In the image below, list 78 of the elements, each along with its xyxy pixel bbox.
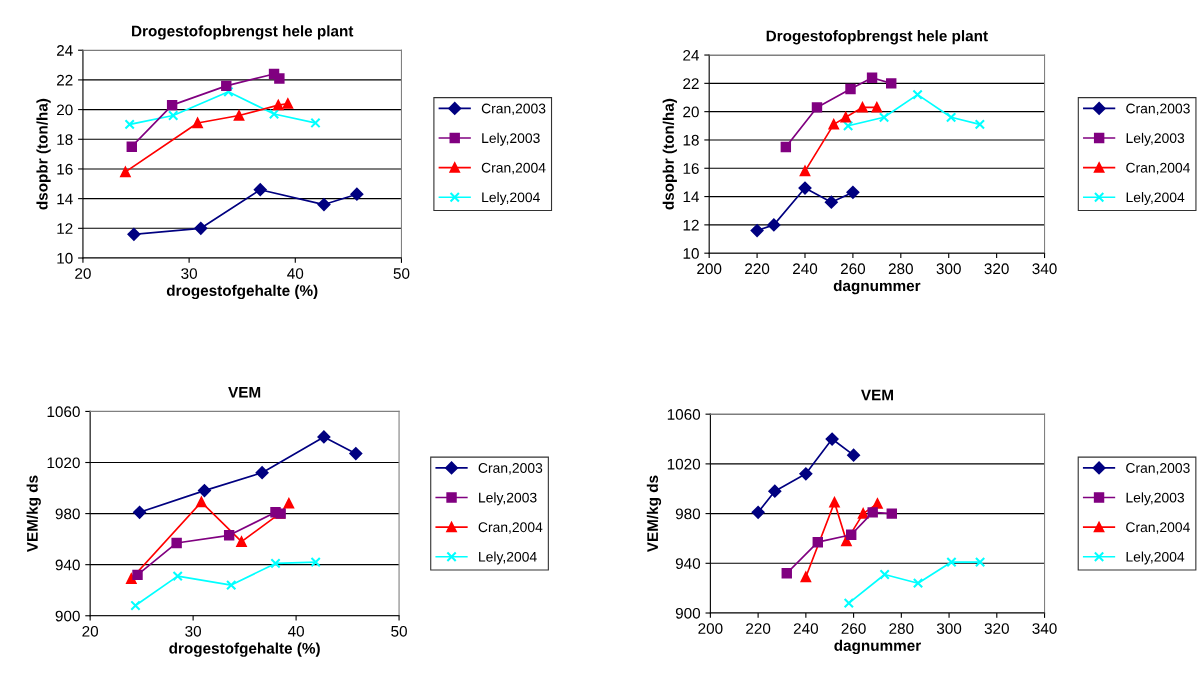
x-tick-label: 30 [185, 625, 202, 637]
legend-label: Cran,2003 [1126, 463, 1190, 475]
y-tick-label: 14 [57, 193, 73, 205]
x-tick-label: 260 [841, 623, 866, 634]
y-tick-label: 14 [683, 191, 700, 203]
x-tick-label: 40 [287, 268, 304, 279]
chart-title: VEM [861, 389, 893, 401]
chart-title: VEM [228, 387, 261, 398]
chart-title: Drogestofopbrengst hele plant [132, 25, 354, 40]
legend-label: Lely,2004 [479, 551, 537, 565]
legend-label: Lely,2004 [1126, 192, 1185, 206]
y-tick-label: 20 [683, 106, 699, 118]
y-axis-title: VEM/kg ds [26, 475, 41, 553]
y-tick-label: 900 [55, 610, 80, 622]
y-tick-label: 980 [675, 508, 701, 520]
x-tick-label: 340 [1032, 623, 1057, 634]
x-tick-label: 50 [391, 625, 407, 637]
chart-title: Drogestofopbrengst hele plant [766, 30, 988, 45]
y-tick-label: 18 [57, 134, 73, 145]
y-tick-label: 1060 [667, 409, 701, 420]
y-tick-label: 22 [56, 74, 73, 86]
x-tick-label: 40 [287, 625, 304, 637]
x-axis-title: dagnummer [833, 279, 921, 295]
x-tick-label: 280 [888, 263, 913, 275]
x-tick-label: 20 [82, 625, 99, 637]
legend-label: Cran,2003 [478, 463, 543, 475]
y-tick-label: 1020 [47, 457, 80, 469]
y-tick-label: 12 [683, 219, 699, 231]
y-tick-label: 16 [57, 163, 73, 175]
y-tick-label: 12 [57, 223, 73, 234]
legend-label: Cran,2003 [1126, 103, 1190, 116]
x-tick-label: 280 [889, 623, 914, 634]
y-tick-label: 1020 [667, 458, 701, 470]
x-tick-label: 260 [840, 263, 866, 275]
x-tick-label: 300 [936, 263, 961, 275]
x-axis-title: dagnummer [834, 639, 921, 655]
y-tick-label: 22 [683, 78, 699, 89]
legend-label: Cran,2004 [1126, 522, 1190, 534]
y-tick-label: 1060 [47, 406, 80, 418]
legend-label: Cran,2004 [481, 162, 546, 175]
y-tick-label: 18 [683, 134, 699, 146]
legend-label: Cran,2004 [478, 522, 543, 534]
y-tick-label: 24 [56, 45, 73, 56]
legend-label: Lely,2003 [1126, 492, 1185, 506]
y-tick-label: 20 [56, 104, 73, 116]
x-axis-title: drogestofgehalte (%) [166, 284, 318, 300]
x-tick-label: 340 [1032, 263, 1057, 275]
x-tick-label: 220 [745, 263, 770, 275]
y-tick-label: 24 [683, 49, 700, 61]
legend-label: Cran,2004 [1126, 162, 1190, 175]
x-tick-label: 320 [984, 263, 1009, 275]
x-tick-label: 20 [75, 268, 91, 279]
y-tick-label: 900 [675, 607, 701, 619]
x-tick-label: 200 [698, 623, 723, 634]
y-tick-label: 940 [55, 559, 80, 571]
x-tick-label: 320 [984, 623, 1009, 634]
x-tick-label: 50 [393, 268, 410, 279]
y-tick-label: 10 [683, 248, 699, 259]
x-tick-label: 220 [746, 623, 771, 634]
y-axis-title: dsopbr (ton/ha) [662, 98, 677, 210]
legend-label: Cran,2003 [481, 103, 546, 116]
y-axis-title: VEM/kg ds [646, 475, 662, 553]
y-tick-label: 10 [57, 252, 73, 264]
x-tick-label: 240 [793, 623, 818, 634]
legend-label: Lely,2004 [482, 192, 540, 206]
legend-label: Lely,2003 [479, 492, 537, 506]
x-tick-label: 300 [936, 623, 962, 634]
y-tick-label: 940 [675, 558, 701, 569]
y-axis-title: dsopbr (ton/ha) [36, 98, 51, 210]
legend-label: Lely,2003 [1126, 132, 1185, 146]
x-tick-label: 30 [181, 268, 198, 279]
y-tick-label: 980 [55, 508, 80, 520]
x-tick-label: 200 [697, 263, 722, 275]
legend-label: Lely,2004 [1126, 551, 1185, 565]
x-axis-title: drogestofgehalte (%) [169, 642, 320, 657]
legend-label: Lely,2003 [482, 132, 540, 146]
y-tick-label: 16 [683, 163, 699, 174]
x-tick-label: 240 [793, 263, 818, 275]
